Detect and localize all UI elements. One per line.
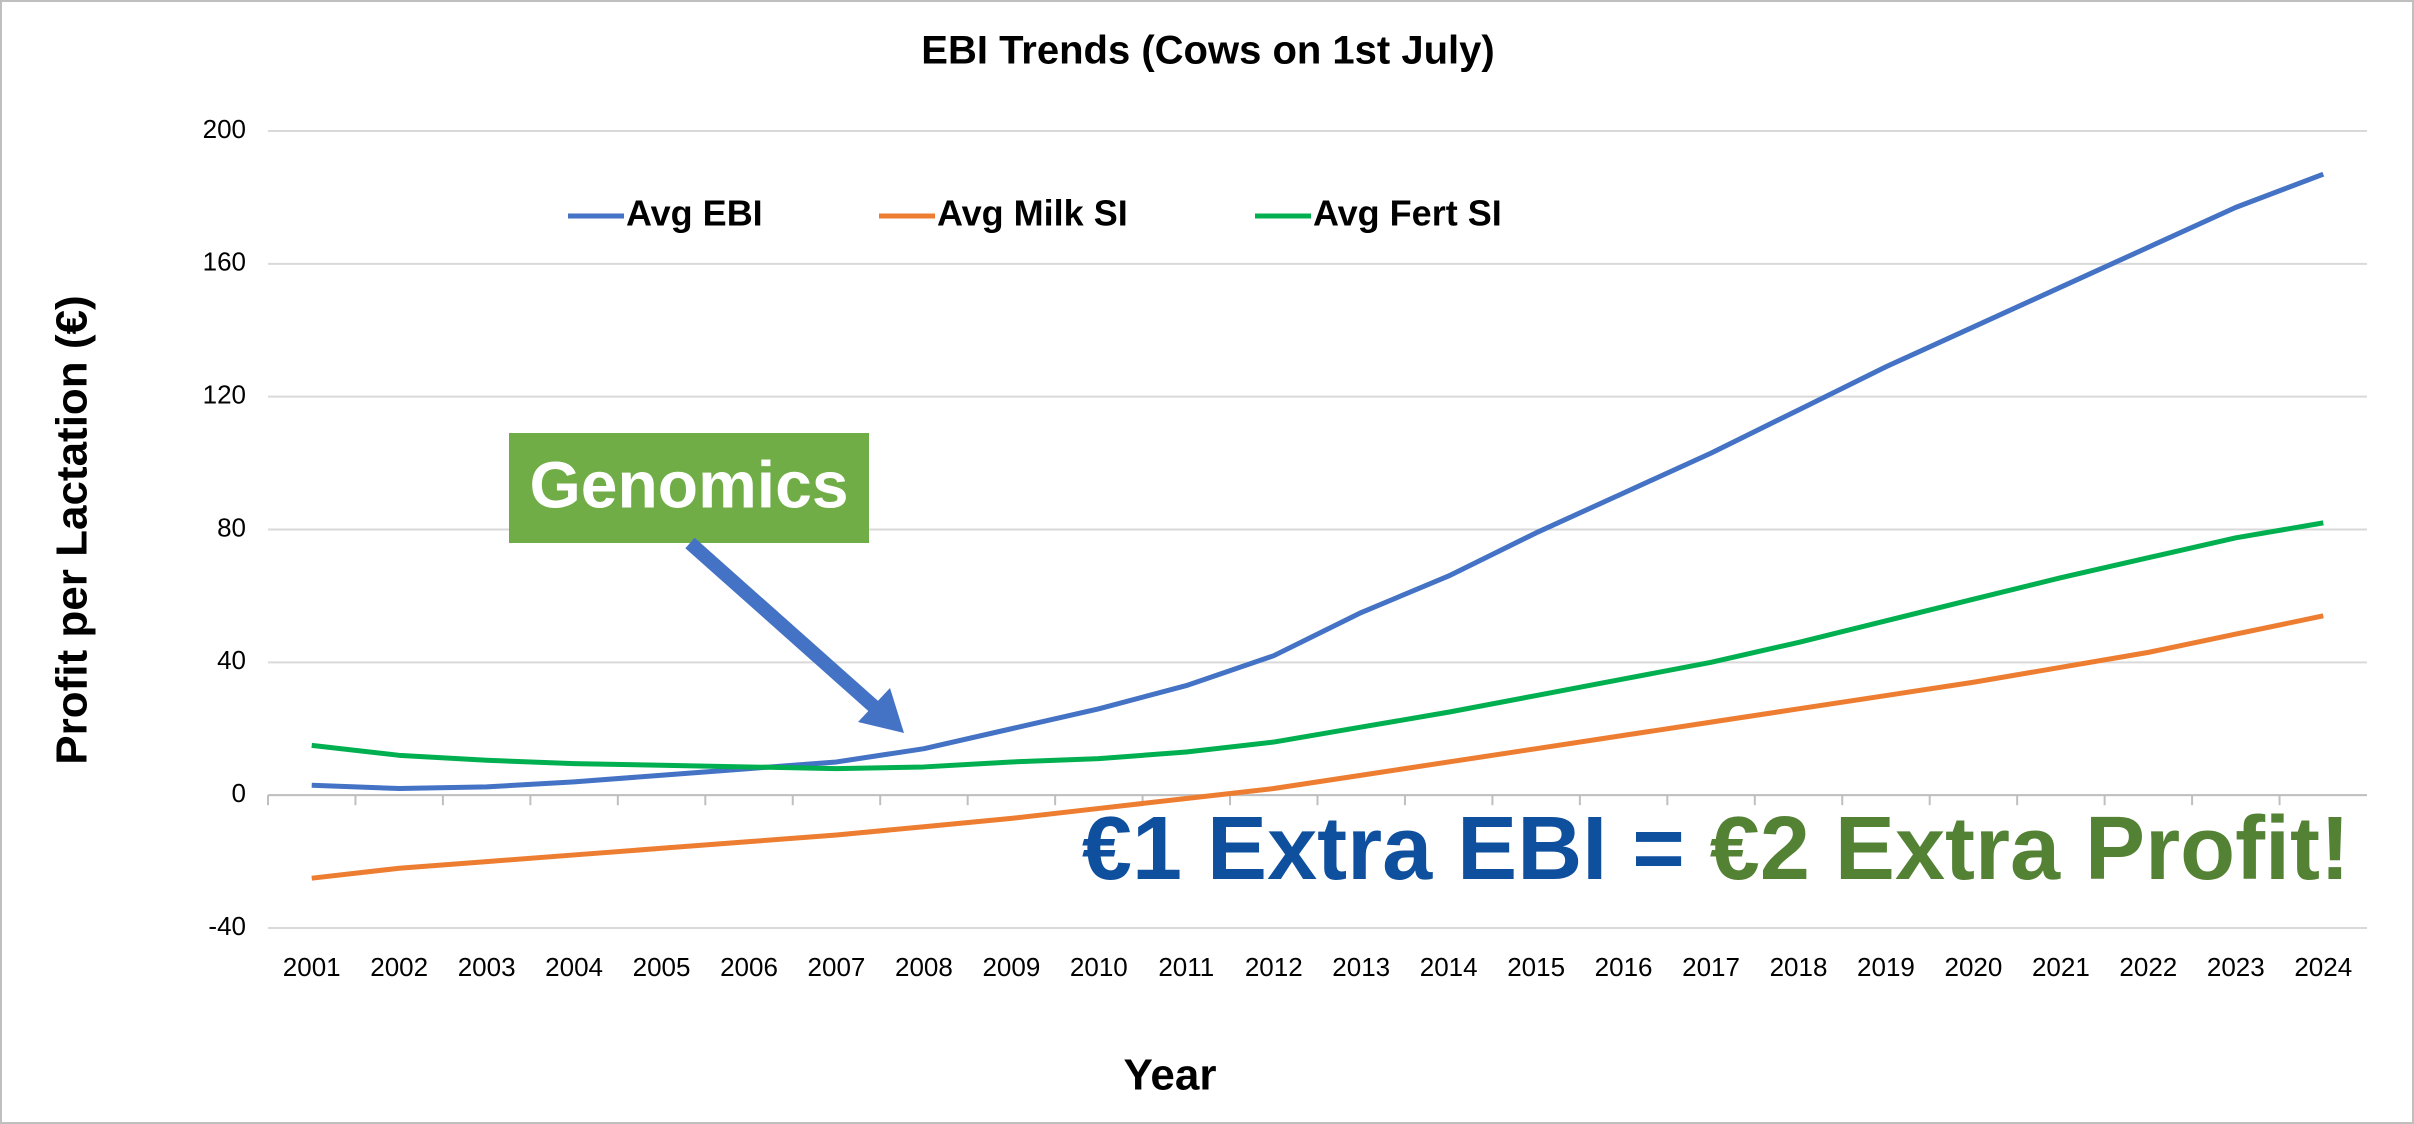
x-tick-label: 2016 <box>1595 952 1653 982</box>
x-tick-label: 2022 <box>2119 952 2177 982</box>
callout-arrowhead <box>858 688 904 733</box>
x-tick-label: 2001 <box>283 952 341 982</box>
headline: €1 Extra EBI = €2 Extra Profit! <box>1082 799 2350 899</box>
x-axis-title: Year <box>1124 1051 1217 1100</box>
callout-arrow <box>685 537 885 718</box>
x-tick-label: 2010 <box>1070 952 1128 982</box>
x-tick-label: 2003 <box>458 952 516 982</box>
series-line <box>311 171 2325 792</box>
y-axis-title: Profit per Lactation (€) <box>48 295 97 764</box>
headline-part: = <box>1632 799 1685 899</box>
y-tick-label: 200 <box>203 114 246 144</box>
x-tick-label: 2009 <box>982 952 1040 982</box>
x-tick-label: 2017 <box>1682 952 1740 982</box>
y-tick-label: 120 <box>203 380 246 410</box>
x-tick-label: 2018 <box>1770 952 1828 982</box>
x-tick-label: 2020 <box>1945 952 2003 982</box>
x-tick-label: 2011 <box>1158 952 1214 982</box>
lines <box>311 171 2325 881</box>
x-tick-label: 2005 <box>633 952 691 982</box>
headline-part: €2 Extra Profit! <box>1710 799 2350 899</box>
headline-part: €1 Extra EBI <box>1082 799 1607 899</box>
x-tick-label: 2007 <box>808 952 866 982</box>
x-tick-label: 2015 <box>1507 952 1565 982</box>
y-tick-label: 0 <box>232 778 246 808</box>
legend: Avg EBI Avg Milk SI Avg Fert SI <box>568 193 1502 234</box>
legend-label: Avg Milk SI <box>937 193 1128 234</box>
x-tick-label: 2004 <box>545 952 603 982</box>
grid: -40 0 40 80 120 160 200 2001 2002 2003 2004 2005 200… <box>203 114 2367 982</box>
y-tick-label: -40 <box>208 911 246 941</box>
x-tick-label: 2019 <box>1857 952 1915 982</box>
legend-label: Avg EBI <box>626 193 763 234</box>
legend-label: Avg Fert SI <box>1313 193 1502 234</box>
callout-text: Genomics <box>529 447 848 521</box>
x-tick-label: 2014 <box>1420 952 1478 982</box>
y-tick-label: 40 <box>217 645 246 675</box>
x-tick-label: 2006 <box>720 952 778 982</box>
callout-box <box>509 433 869 543</box>
x-tick-label: 2002 <box>370 952 428 982</box>
x-tick-label: 2021 <box>2032 952 2090 982</box>
series-line <box>311 520 2324 772</box>
x-tick-label: 2024 <box>2294 952 2352 982</box>
y-tick-label: 80 <box>217 512 246 542</box>
x-tick-label: 2008 <box>895 952 953 982</box>
series-line <box>311 613 2324 881</box>
x-tick-label: 2023 <box>2207 952 2265 982</box>
x-tick-label: 2013 <box>1332 952 1390 982</box>
chart-title: EBI Trends (Cows on 1st July) <box>921 29 1494 73</box>
y-tick-label: 160 <box>203 247 246 277</box>
x-tick-label: 2012 <box>1245 952 1303 982</box>
